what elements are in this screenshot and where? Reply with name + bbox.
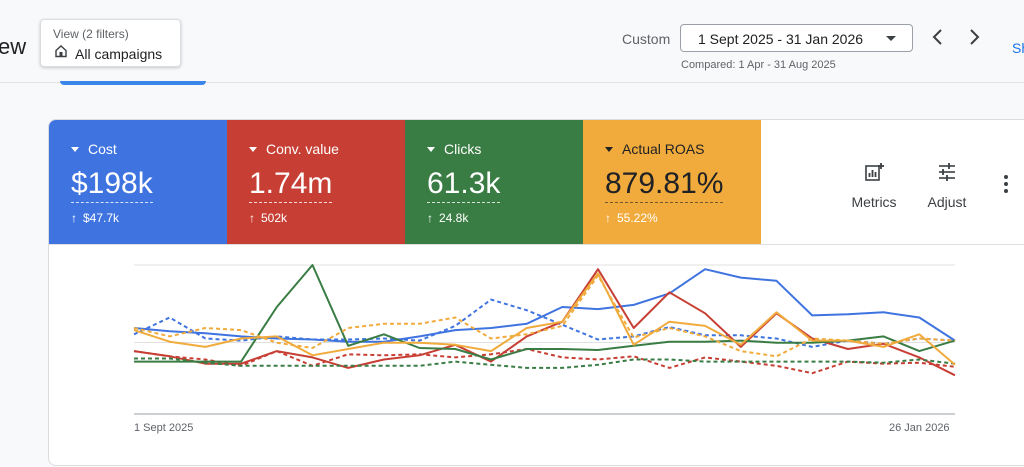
metric-tile-clicks[interactable]: Clicks 61.3k ↑ 24.8k [405, 120, 583, 244]
metric-tile-cost[interactable]: Cost $198k ↑ $47.7k [49, 120, 227, 244]
series-line-clicks-current [134, 264, 956, 363]
metrics-button-label: Metrics [851, 194, 897, 210]
view-filter-value: All campaigns [75, 45, 163, 62]
metric-name: Cost [88, 141, 117, 157]
metric-change: 24.8k [439, 211, 469, 225]
metrics-button[interactable]: Metrics [844, 161, 904, 210]
metric-value: 1.74m [249, 167, 333, 203]
series-line-cost-previous [133, 298, 956, 348]
metric-name: Clicks [444, 141, 482, 157]
metric-value: $198k [71, 167, 153, 203]
performance-line-chart [133, 264, 956, 415]
adjust-button-label: Adjust [927, 194, 967, 210]
dropdown-caret-icon [71, 146, 79, 152]
metric-value: 61.3k [427, 167, 501, 203]
series-line-cost-current [133, 268, 956, 343]
metric-tile-conv-value[interactable]: Conv. value 1.74m ↑ 502k [227, 120, 405, 244]
date-range-dropdown[interactable]: 1 Sept 2025 - 31 Jan 2026 [680, 24, 913, 52]
metric-tile-actual-roas[interactable]: Actual ROAS 879.81% ↑ 55.22% [583, 120, 761, 244]
metric-value: 879.81% [605, 167, 724, 203]
dropdown-caret-icon [427, 146, 435, 152]
card-divider [49, 244, 1024, 245]
previous-period-button[interactable] [925, 24, 951, 50]
chevron-down-icon [886, 36, 896, 41]
series-line-conv-value-previous [133, 348, 956, 375]
top-bar: ew View (2 filters) All campaigns Custom… [0, 0, 1024, 83]
more-vert-icon [1004, 175, 1008, 193]
date-range-value: 1 Sept 2025 - 31 Jan 2026 [698, 31, 864, 47]
arrow-up-icon: ↑ [605, 211, 611, 225]
date-range-mode: Custom [622, 31, 671, 47]
compared-range: Compared: 1 Apr - 31 Aug 2025 [681, 59, 836, 71]
x-axis-end-label: 26 Jan 2026 [889, 422, 950, 434]
page-title: ew [0, 34, 27, 59]
metric-change: 502k [261, 211, 288, 225]
chevron-left-icon [932, 29, 942, 45]
scroll-indicator [60, 81, 206, 85]
arrow-up-icon: ↑ [71, 211, 77, 225]
more-options-button[interactable] [997, 173, 1015, 195]
share-link[interactable]: Sh [1012, 40, 1024, 56]
chevron-right-icon [970, 29, 980, 45]
next-period-button[interactable] [961, 24, 987, 50]
metric-name: Conv. value [266, 141, 339, 157]
view-filter-selector[interactable]: View (2 filters) All campaigns [40, 19, 181, 67]
view-filter-label: View (2 filters) [53, 27, 129, 41]
metric-change: 55.22% [617, 211, 658, 225]
dropdown-caret-icon [605, 146, 613, 152]
add-chart-icon [865, 163, 884, 181]
arrow-up-icon: ↑ [249, 211, 255, 225]
dropdown-caret-icon [249, 146, 257, 152]
x-axis-start-label: 1 Sept 2025 [134, 422, 194, 434]
series-line-actual-roas-current [133, 272, 956, 366]
performance-card: Cost $198k ↑ $47.7k Conv. value 1.74m ↑ 50… [48, 119, 1024, 466]
campaign-icon [54, 44, 68, 63]
series-line-actual-roas-previous [133, 274, 956, 358]
series-line-conv-value-current [133, 268, 956, 377]
metric-name: Actual ROAS [622, 141, 705, 157]
metric-change: $47.7k [83, 211, 120, 225]
tune-icon [939, 163, 955, 181]
adjust-button[interactable]: Adjust [917, 161, 977, 210]
arrow-up-icon: ↑ [427, 211, 433, 225]
